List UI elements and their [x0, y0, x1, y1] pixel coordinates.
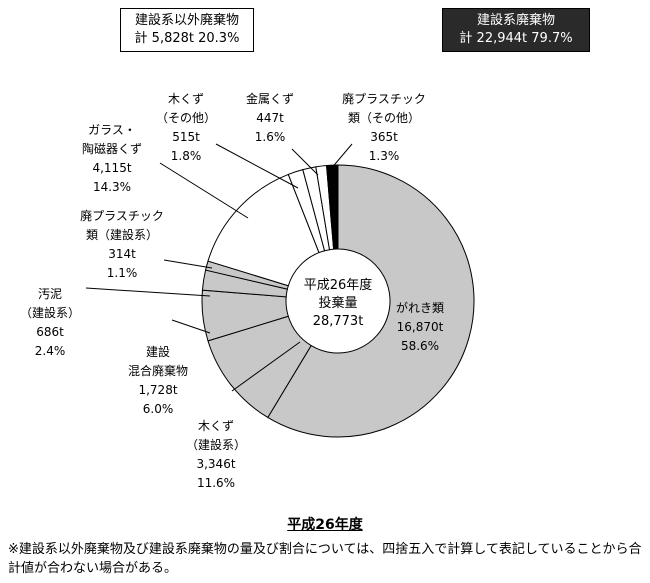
- slice-label-line: 陶磁器くず: [82, 141, 142, 156]
- legend-box-construction-total: 計 22,944t 79.7%: [459, 31, 573, 46]
- slice-label-line: （その他）: [156, 111, 216, 125]
- center-label-line: 平成26年度: [304, 277, 373, 293]
- leader-line: [291, 148, 319, 176]
- slice-label-line: 1.1%: [107, 266, 138, 280]
- slice-label-line: 365t: [370, 130, 398, 144]
- slice-label-line: 447t: [256, 111, 284, 125]
- leader-line: [329, 143, 353, 171]
- slice-label-line: 混合廃棄物: [128, 363, 188, 378]
- slice-label-line: 16,870t: [397, 320, 444, 334]
- slice-label-line: （建設系）: [186, 437, 246, 452]
- footnote: ※建設系以外廃棄物及び建設系廃棄物の量及び割合については、四捨五入で計算して表記…: [8, 542, 642, 576]
- slice-5: [207, 173, 320, 287]
- legend-box-other-title: 建設系以外廃棄物: [134, 13, 239, 28]
- legend-box-construction-waste: 建設系廃棄物 計 22,944t 79.7%: [442, 8, 590, 52]
- slice-label-line: 58.6%: [401, 339, 439, 353]
- slice-label-line: （建設系）: [20, 305, 80, 320]
- slice-label-line: 廃プラスチック: [80, 208, 164, 223]
- slice-label-line: 1,728t: [138, 383, 177, 397]
- slice-label-line: 廃プラスチック: [342, 91, 426, 106]
- slice-label-line: 金属くず: [246, 91, 294, 106]
- slice-label-line: 515t: [172, 130, 200, 144]
- slice-label-line: 3,346t: [196, 457, 235, 471]
- slice-label-line: 4,115t: [92, 161, 131, 175]
- slice-label-line: 686t: [36, 325, 64, 339]
- slice-label-line: 11.6%: [197, 476, 235, 490]
- slice-label-line: 1.3%: [369, 149, 400, 163]
- slice-9: [326, 164, 339, 250]
- slice-label-line: 木くず: [198, 419, 234, 433]
- legend-box-construction-title: 建設系廃棄物: [476, 13, 555, 28]
- slice-label-line: 建設: [146, 344, 170, 359]
- leader-line: [85, 287, 211, 297]
- legend-box-other-waste: 建設系以外廃棄物 計 5,828t 20.3%: [120, 8, 254, 52]
- slice-label-line: 1.8%: [171, 149, 202, 163]
- slice-label-line: 314t: [108, 247, 136, 261]
- leader-line: [159, 162, 249, 219]
- leader-line: [171, 319, 211, 334]
- slice-label-line: がれき類: [396, 300, 444, 315]
- center-label-line: 投棄量: [318, 295, 357, 311]
- slice-0: [267, 164, 475, 438]
- leader-line: [163, 259, 213, 269]
- legend-box-other-total: 計 5,828t 20.3%: [134, 31, 240, 46]
- leader-line: [215, 143, 299, 189]
- slice-label-line: 1.6%: [255, 130, 286, 144]
- slice-label-line: 14.3%: [93, 180, 131, 194]
- slice-label-line: 木くず: [168, 92, 204, 106]
- center-label-line: 28,773t: [313, 314, 364, 329]
- slice-label-line: 類（建設系）: [86, 227, 158, 242]
- slice-label-line: 汚泥: [38, 287, 62, 301]
- slice-label-line: 類（その他）: [348, 111, 420, 125]
- slice-label-line: ガラス・: [88, 123, 136, 137]
- slice-label-line: 2.4%: [35, 344, 66, 358]
- leader-line: [231, 341, 301, 392]
- chart-subtitle: 平成26年度: [287, 517, 363, 533]
- slice-label-line: 6.0%: [143, 402, 174, 416]
